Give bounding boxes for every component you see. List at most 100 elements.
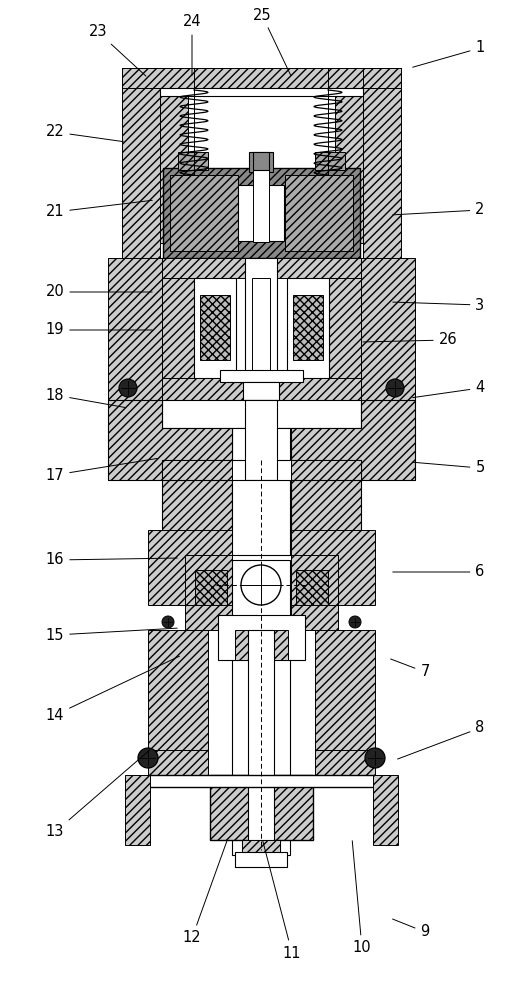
Bar: [108, 400, 162, 480]
Bar: [210, 775, 313, 840]
Text: 17: 17: [46, 458, 157, 483]
Text: 4: 4: [413, 380, 485, 398]
Bar: [148, 530, 232, 605]
Bar: [249, 152, 273, 172]
Circle shape: [119, 379, 137, 397]
Text: 11: 11: [263, 841, 301, 960]
Text: 24: 24: [183, 14, 201, 75]
Polygon shape: [162, 480, 232, 560]
Bar: [315, 630, 375, 750]
Bar: [162, 378, 361, 400]
Text: 18: 18: [46, 387, 126, 408]
Bar: [122, 68, 401, 88]
Text: 6: 6: [393, 564, 485, 580]
Polygon shape: [291, 400, 415, 480]
Bar: [245, 258, 277, 373]
Bar: [160, 88, 363, 96]
Text: 23: 23: [89, 24, 146, 76]
Text: 26: 26: [363, 332, 457, 348]
Bar: [125, 775, 150, 845]
Bar: [329, 278, 361, 378]
Bar: [361, 258, 415, 420]
Bar: [195, 570, 227, 610]
Bar: [163, 168, 360, 258]
Bar: [363, 68, 401, 88]
Bar: [242, 840, 280, 860]
Bar: [253, 152, 269, 242]
Circle shape: [138, 748, 158, 768]
Bar: [162, 258, 361, 278]
Text: 25: 25: [253, 7, 291, 75]
Bar: [285, 175, 353, 251]
Bar: [194, 278, 236, 378]
Circle shape: [386, 379, 404, 397]
Bar: [296, 570, 328, 610]
Bar: [291, 530, 375, 605]
Bar: [315, 152, 345, 170]
Bar: [122, 68, 160, 268]
Bar: [148, 630, 208, 750]
Bar: [291, 605, 338, 630]
Text: 3: 3: [393, 298, 485, 312]
Text: 5: 5: [413, 460, 485, 476]
Text: 13: 13: [46, 750, 150, 840]
Bar: [291, 460, 361, 480]
Bar: [162, 400, 361, 428]
Text: 12: 12: [183, 841, 227, 946]
Bar: [243, 382, 279, 400]
Text: 1: 1: [413, 40, 485, 67]
Bar: [373, 775, 398, 845]
Text: 9: 9: [393, 919, 429, 940]
Bar: [162, 480, 232, 560]
Bar: [218, 555, 305, 615]
Text: 2: 2: [393, 202, 485, 218]
Bar: [248, 630, 274, 850]
Bar: [210, 775, 313, 840]
Bar: [252, 278, 270, 373]
Bar: [232, 428, 290, 460]
Bar: [220, 370, 303, 382]
Text: 19: 19: [46, 322, 152, 338]
Bar: [218, 615, 305, 660]
Bar: [235, 852, 287, 867]
Bar: [287, 278, 329, 378]
Bar: [361, 400, 415, 480]
Text: 22: 22: [46, 124, 123, 142]
Text: 15: 15: [46, 628, 177, 643]
Text: 21: 21: [46, 200, 152, 220]
Circle shape: [162, 616, 174, 628]
Circle shape: [241, 565, 281, 605]
Bar: [242, 840, 280, 860]
Bar: [178, 152, 208, 170]
Bar: [293, 295, 323, 360]
Text: 14: 14: [46, 656, 179, 722]
Bar: [232, 480, 290, 560]
Text: 20: 20: [46, 284, 152, 300]
Bar: [148, 775, 375, 787]
Bar: [148, 750, 208, 775]
Polygon shape: [108, 400, 232, 480]
Bar: [185, 555, 232, 605]
Bar: [315, 750, 375, 775]
Text: 8: 8: [397, 720, 485, 759]
Bar: [200, 295, 230, 360]
Bar: [363, 68, 401, 268]
Bar: [238, 185, 284, 241]
Bar: [162, 278, 194, 378]
Bar: [170, 175, 238, 251]
Circle shape: [365, 748, 385, 768]
Text: 16: 16: [46, 552, 177, 568]
Bar: [163, 168, 360, 258]
Circle shape: [349, 616, 361, 628]
Bar: [162, 460, 232, 480]
Bar: [291, 555, 338, 605]
Text: 10: 10: [353, 841, 371, 956]
Bar: [235, 630, 288, 660]
Bar: [253, 152, 269, 170]
Bar: [335, 88, 363, 243]
Bar: [160, 88, 188, 243]
Bar: [245, 400, 277, 480]
Bar: [185, 605, 232, 630]
Text: 7: 7: [391, 659, 430, 680]
Bar: [291, 480, 361, 560]
